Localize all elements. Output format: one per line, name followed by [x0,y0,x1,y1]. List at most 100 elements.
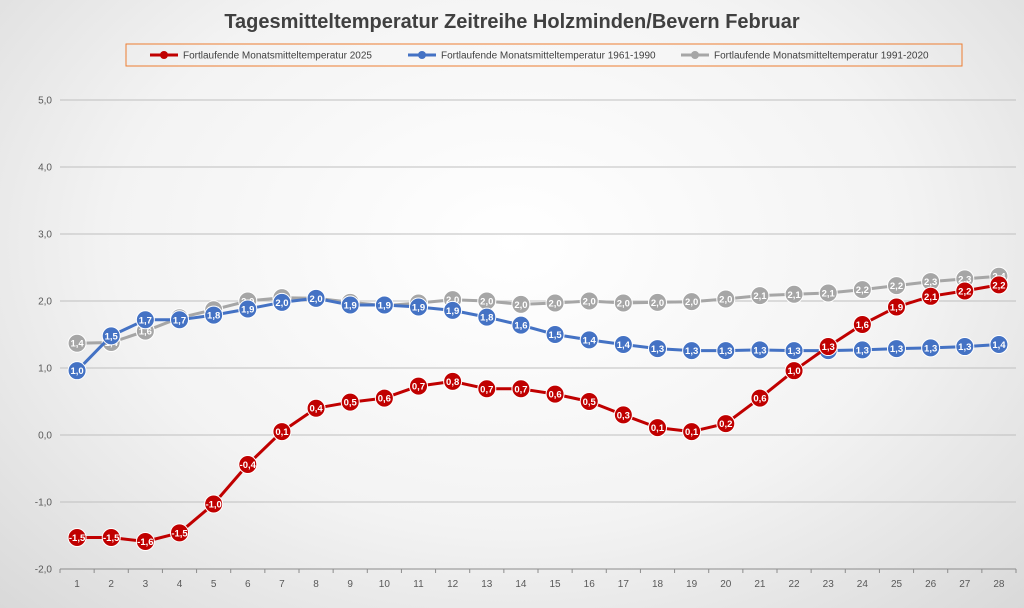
data-point [648,339,667,359]
data-label: -0,4 [240,460,257,471]
legend-item-1961-1990: Fortlaufende Monatsmitteltemperatur 1961… [408,51,656,62]
data-label: 2,0 [446,295,459,306]
data-label: 1,3 [822,342,835,353]
data-point [887,339,906,359]
plot-area: 1,41,41,61,81,92,02,12,02,01,92,02,02,02… [67,266,1009,552]
data-label: 0,1 [651,423,665,434]
data-point [921,338,941,358]
data-point [340,295,360,315]
data-label: 2,0 [719,294,732,305]
data-label: 1,7 [139,315,152,326]
data-point [579,392,599,411]
x-tick-label: 19 [686,579,698,590]
data-point [716,341,736,361]
data-point [306,398,326,418]
data-point [682,292,702,312]
data-label: -1,5 [103,533,120,544]
data-point [887,276,906,296]
data-label: 1,4 [617,340,631,351]
data-point [477,307,497,327]
data-point [170,310,189,330]
data-point [887,297,906,317]
data-label: 0,3 [617,410,630,421]
data-label: 0,7 [514,384,527,395]
data-point [101,528,121,548]
data-point [784,341,804,361]
data-label: 1,3 [890,344,903,355]
data-label: 2,0 [275,298,288,309]
data-point [852,314,872,334]
data-label: 2,0 [480,297,493,308]
data-point [101,326,121,346]
data-label: -1,0 [205,500,221,511]
data-point [238,299,258,319]
x-tick-label: 9 [347,579,353,590]
data-label: 1,3 [651,344,664,355]
data-point [784,361,804,381]
data-label: -1,6 [137,537,153,548]
data-label: 1,3 [924,343,937,354]
x-tick-label: 23 [823,579,835,590]
data-point [204,305,224,325]
data-label: 0,5 [344,398,358,409]
data-point [170,523,189,543]
data-point [648,418,667,438]
data-label: 1,4 [583,335,597,346]
data-point [511,379,531,399]
series-line [76,296,999,372]
data-point [135,532,155,552]
data-label: 0,2 [719,419,732,430]
data-label: 1,7 [173,315,186,326]
data-point [784,284,804,304]
data-point [989,335,1009,355]
data-point [818,283,838,303]
legend: Fortlaufende Monatsmitteltemperatur 2025… [125,43,963,67]
data-point [682,422,702,442]
x-tick-label: 25 [891,579,903,590]
data-label: 2,0 [548,299,561,310]
data-point [409,376,428,396]
data-point [272,422,292,442]
data-point [477,379,497,399]
data-label: 0,6 [548,390,561,401]
data-point [750,340,770,360]
data-point [613,293,633,313]
data-label: 2,2 [890,281,903,292]
x-tick-label: 14 [515,579,527,590]
x-tick-label: 26 [925,579,937,590]
data-label: 2,0 [514,300,527,311]
data-point [374,388,394,408]
y-tick-label: 3,0 [38,230,52,241]
data-label: 2,1 [787,290,801,301]
data-point [135,310,155,330]
x-tick-label: 17 [618,579,630,590]
data-label: 2,0 [685,297,698,308]
data-point [545,325,565,344]
legend-swatch-marker [418,51,426,59]
series-fortlaufende-monatsmitteltemperatur-2025: -1,5 -1,5 -1,6 -1,5 -1,0 -0,4 0,1 0,4 0,5 0,6 0,7 0… [67,275,1009,552]
x-tick-label: 16 [584,579,596,590]
series-line [77,274,1000,345]
y-tick-label: -2,0 [35,565,53,576]
data-point [579,291,599,311]
x-tick-label: 6 [245,579,251,590]
data-label: 2,3 [958,274,971,285]
data-point [306,288,326,308]
y-tick-label: 1,0 [38,364,52,375]
data-label: 2,0 [583,297,596,308]
x-tick-label: 22 [789,579,801,590]
data-label: 2,1 [753,291,767,302]
data-label: 2,2 [856,285,869,296]
data-label: 1,6 [856,320,869,331]
legend-box [125,43,963,67]
data-point [238,454,258,474]
data-point [511,315,531,335]
chart-title: Tagesmitteltemperatur Zeitreihe Holzmind… [224,11,800,33]
data-point [716,289,736,309]
x-tick-label: 3 [143,579,149,590]
axes: -2,0-1,00,01,02,03,04,05,01 2 3 4 5 6 7 8 9 10 11 1… [35,96,1017,590]
data-label: 1,3 [856,345,869,356]
data-label: -1,5 [69,533,86,544]
x-tick-label: 12 [447,579,459,590]
data-label: 1,8 [207,311,220,322]
